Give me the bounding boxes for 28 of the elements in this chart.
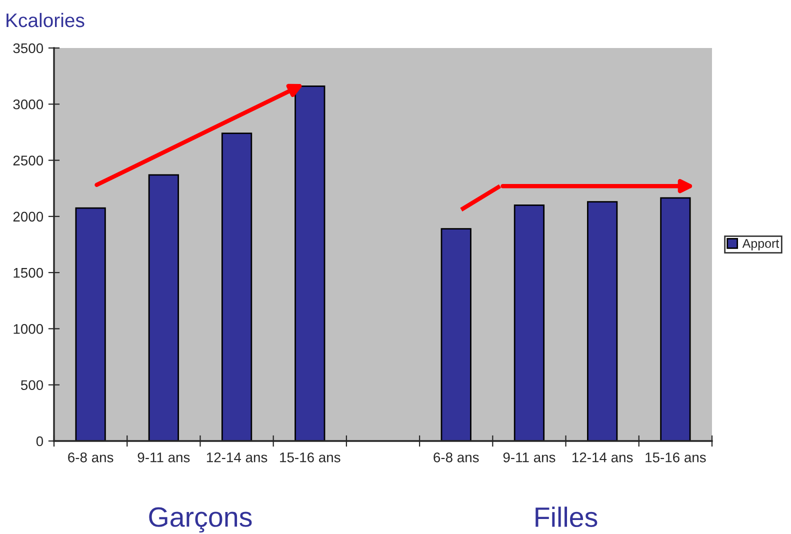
- y-tick-label: 2000: [13, 212, 44, 222]
- bar: [221, 132, 252, 441]
- bar: [660, 197, 691, 441]
- bar: [75, 207, 106, 441]
- x-tick-label: 12-14 ans: [206, 452, 268, 462]
- bar: [587, 201, 618, 441]
- text: Garçons: [149, 507, 252, 533]
- bar: [514, 204, 545, 441]
- y-tick-label: 1000: [14, 324, 44, 334]
- y-tick-label: 3000: [13, 99, 44, 110]
- x-tick-label: 6-8 ans: [68, 452, 114, 462]
- y-tick-label: 2500: [13, 156, 44, 166]
- text: Filles: [536, 506, 598, 528]
- x-tick-label: 15-16 ans: [280, 452, 340, 462]
- x-tick-label: 15-16 ans: [646, 452, 706, 462]
- y-tick-label: 500: [20, 380, 44, 390]
- bar: [294, 85, 326, 441]
- bar: [440, 228, 472, 441]
- y-tick-label: 0: [36, 436, 44, 446]
- y-tick-label: 3500: [13, 43, 44, 54]
- y-tick-label: 1500: [14, 268, 44, 278]
- x-tick-label: 6-8 ans: [434, 452, 479, 462]
- legend-label: Apport: [742, 239, 780, 250]
- x-tick-label: 9-11 ans: [503, 452, 556, 462]
- bar: [148, 174, 179, 441]
- x-tick-label: 9-11 ans: [138, 452, 190, 462]
- x-tick-label: 12-14 ans: [572, 452, 633, 462]
- y-axis-title: Kcalories: [6, 12, 84, 28]
